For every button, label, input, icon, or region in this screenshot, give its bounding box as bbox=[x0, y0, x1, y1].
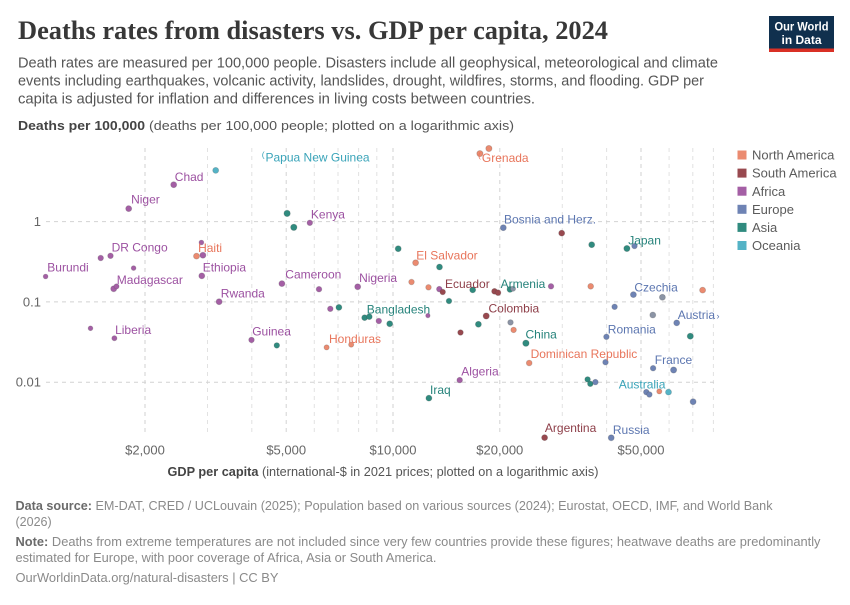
svg-text:›: › bbox=[717, 311, 720, 321]
svg-text:Honduras: Honduras bbox=[329, 332, 381, 346]
svg-text:Ethiopia: Ethiopia bbox=[203, 261, 247, 275]
svg-text:Deaths rates from disasters vs: Deaths rates from disasters vs. GDP per … bbox=[18, 16, 608, 45]
svg-text:Cameroon: Cameroon bbox=[285, 268, 341, 282]
svg-text:Australia: Australia bbox=[619, 378, 666, 392]
svg-text:0.1: 0.1 bbox=[23, 294, 41, 309]
svg-text:events including earthquakes,: events including earthquakes, volcanic a… bbox=[18, 73, 704, 89]
svg-text:(: ( bbox=[478, 150, 481, 160]
svg-text:Death rates are measured per 1: Death rates are measured per 100,000 peo… bbox=[18, 56, 718, 72]
svg-text:Burundi: Burundi bbox=[47, 261, 88, 275]
svg-text:$2,000: $2,000 bbox=[125, 443, 165, 458]
svg-text:GDP per capita (international-: GDP per capita (international-$ in 2021 … bbox=[168, 465, 599, 479]
svg-text:Japan: Japan bbox=[628, 234, 661, 248]
svg-text:Deaths per 100,000(deaths per: Deaths per 100,000 (deaths per 100,000 pe… bbox=[18, 119, 514, 133]
svg-text:Data source: EM-DAT, CRED / UC: Data source: EM-DAT, CRED / UCLouvain (2… bbox=[16, 499, 774, 513]
svg-text:Kenya: Kenya bbox=[311, 208, 345, 222]
svg-text:(: ( bbox=[262, 150, 265, 160]
svg-text:Bangladesh: Bangladesh bbox=[367, 303, 430, 317]
svg-text:Dominican Republic: Dominican Republic bbox=[531, 347, 638, 361]
svg-text:DR Congo: DR Congo bbox=[112, 241, 168, 255]
svg-text:Rwanda: Rwanda bbox=[221, 287, 265, 301]
svg-text:capita is adjusted for inflati: capita is adjusted for inflation and dif… bbox=[18, 91, 535, 107]
svg-text:Oceania: Oceania bbox=[752, 238, 801, 253]
svg-text:estimated for Europe, with poo: estimated for Europe, with poor coverage… bbox=[16, 551, 437, 565]
svg-text:Our World: Our World bbox=[775, 20, 829, 34]
svg-text:OurWorldinData.org/natural-dis: OurWorldinData.org/natural-disasters | C… bbox=[16, 571, 280, 585]
svg-text:Czechia: Czechia bbox=[634, 281, 678, 295]
svg-text:Austria: Austria bbox=[678, 308, 716, 322]
svg-text:South America: South America bbox=[752, 166, 837, 181]
svg-text:0.01: 0.01 bbox=[16, 375, 41, 390]
svg-text:North America: North America bbox=[752, 148, 835, 163]
svg-text:Ecuador: Ecuador bbox=[445, 277, 490, 291]
svg-text:Papua New Guinea: Papua New Guinea bbox=[266, 151, 370, 165]
svg-text:Nigeria: Nigeria bbox=[359, 271, 397, 285]
svg-text:Madagascar: Madagascar bbox=[117, 273, 183, 287]
svg-text:$5,000: $5,000 bbox=[266, 443, 306, 458]
svg-text:El Salvador: El Salvador bbox=[416, 249, 477, 263]
svg-text:$10,000: $10,000 bbox=[370, 443, 417, 458]
svg-text:Armenia: Armenia bbox=[501, 277, 546, 291]
svg-text:Algeria: Algeria bbox=[461, 365, 499, 379]
svg-text:Guinea: Guinea bbox=[252, 325, 291, 339]
svg-text:France: France bbox=[655, 353, 693, 367]
svg-text:in Data: in Data bbox=[782, 33, 822, 47]
svg-text:$50,000: $50,000 bbox=[618, 443, 665, 458]
svg-text:Liberia: Liberia bbox=[115, 323, 151, 337]
svg-text:Colombia: Colombia bbox=[489, 302, 540, 316]
svg-text:Note: Deaths from extreme temp: Note: Deaths from extreme temperatures a… bbox=[16, 535, 822, 549]
svg-text:Niger: Niger bbox=[131, 193, 160, 207]
svg-text:Europe: Europe bbox=[752, 202, 794, 217]
svg-text:Argentina: Argentina bbox=[545, 421, 597, 435]
svg-text:(2026): (2026) bbox=[16, 515, 52, 529]
svg-text:Russia: Russia bbox=[613, 423, 650, 437]
svg-text:Chad: Chad bbox=[175, 170, 204, 184]
svg-text:$20,000: $20,000 bbox=[476, 443, 523, 458]
svg-text:Romania: Romania bbox=[608, 323, 656, 337]
svg-text:Iraq: Iraq bbox=[430, 383, 451, 397]
svg-text:Haiti: Haiti bbox=[198, 241, 222, 255]
svg-text:Grenada: Grenada bbox=[482, 151, 529, 165]
svg-text:Bosnia and Herz.: Bosnia and Herz. bbox=[504, 212, 596, 226]
svg-text:1: 1 bbox=[34, 214, 41, 229]
svg-text:Asia: Asia bbox=[752, 220, 778, 235]
svg-text:Africa: Africa bbox=[752, 184, 786, 199]
svg-text:China: China bbox=[526, 328, 558, 342]
